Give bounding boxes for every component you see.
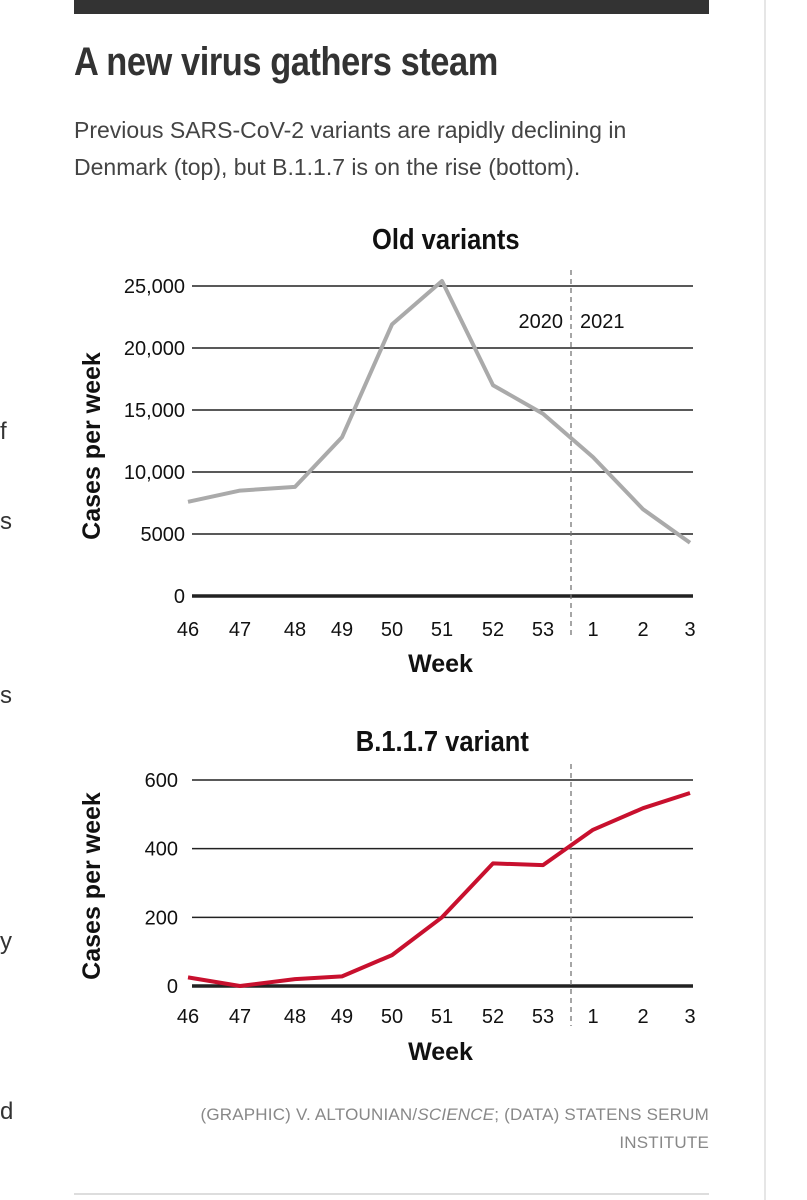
x-tick-label: 51 [431,619,453,641]
year-label-2020: 2020 [519,311,564,333]
x-axis-label: Week [408,1038,473,1066]
y-tick-label: 200 [145,907,178,929]
x-tick-label: 50 [381,1006,403,1028]
y-tick-label: 20,000 [124,338,185,360]
x-tick-label: 48 [284,619,306,641]
credit-prefix: (GRAPHIC) V. ALTOUNIAN/ [200,1105,418,1124]
y-tick-label: 25,000 [124,276,185,298]
bottom-rule [74,1193,709,1195]
x-tick-label: 51 [431,1006,453,1028]
x-axis-label: Week [408,650,473,678]
y-tick-label: 600 [145,770,178,792]
series-line-new [187,791,691,988]
x-tick-label: 52 [482,619,504,641]
credit-publication: SCIENCE [417,1105,495,1124]
y-axis-label: Cases per week [78,792,106,980]
x-tick-label: 50 [381,619,403,641]
x-tick-label: 53 [532,619,554,641]
graphic-credit: (GRAPHIC) V. ALTOUNIAN/SCIENCE; (DATA) S… [109,1101,709,1157]
series-line-old [187,279,692,545]
x-tick-label: 1 [587,619,598,641]
x-tick-label: 49 [331,619,353,641]
edge-fragment: y [0,928,12,955]
headline: A new virus gathers steam [74,40,498,84]
chart-title-old: Old variants [372,224,520,256]
y-tick-label: 400 [145,839,178,861]
x-tick-label: 3 [684,619,695,641]
subheadline: Previous SARS-CoV-2 variants are rapidly… [74,117,627,180]
y-tick-label: 0 [167,976,178,998]
x-tick-label: 2 [637,1006,648,1028]
chart-title-new: B.1.1.7 variant [355,726,529,758]
y-tick-label: 0 [174,586,185,608]
edge-fragment: s [0,508,12,535]
x-tick-label: 46 [177,619,199,641]
x-tick-label: 49 [331,1006,353,1028]
x-tick-label: 2 [637,619,648,641]
x-tick-label: 1 [587,1006,598,1028]
y-tick-label: 5000 [141,524,186,546]
x-tick-label: 53 [532,1006,554,1028]
edge-fragment: s [0,682,12,709]
x-tick-label: 52 [482,1006,504,1028]
edge-fragment: f [0,418,7,445]
y-tick-label: 15,000 [124,400,185,422]
x-tick-label: 47 [229,619,251,641]
column-divider [764,0,766,1200]
year-label-2021: 2021 [580,311,625,333]
top-rule [74,0,709,14]
credit-suffix: ; (DATA) STATENS SERUM INSTITUTE [494,1105,709,1152]
x-tick-label: 48 [284,1006,306,1028]
y-tick-label: 10,000 [124,462,185,484]
x-tick-label: 46 [177,1006,199,1028]
edge-fragment: d [0,1098,14,1125]
y-axis-label: Cases per week [78,352,106,540]
x-tick-label: 47 [229,1006,251,1028]
x-tick-label: 3 [684,1006,695,1028]
